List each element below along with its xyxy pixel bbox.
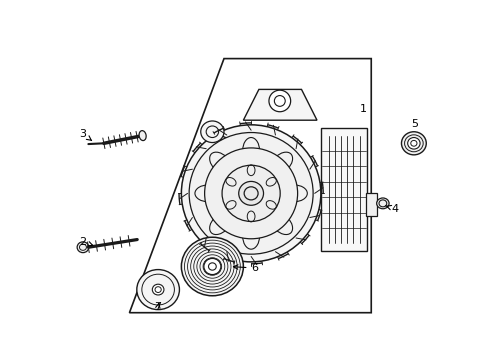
Ellipse shape — [408, 138, 420, 149]
Polygon shape — [244, 89, 317, 120]
Ellipse shape — [239, 181, 264, 205]
Polygon shape — [366, 193, 377, 216]
Text: 3: 3 — [79, 129, 92, 140]
Circle shape — [269, 90, 291, 112]
Text: 4: 4 — [386, 204, 398, 214]
Text: 1: 1 — [360, 104, 367, 114]
Ellipse shape — [181, 125, 321, 262]
Ellipse shape — [137, 270, 179, 310]
Ellipse shape — [401, 132, 426, 155]
Text: 7: 7 — [154, 302, 162, 311]
Text: 2: 2 — [79, 237, 93, 247]
Text: 5: 5 — [411, 119, 418, 129]
Ellipse shape — [201, 121, 224, 143]
Ellipse shape — [77, 242, 89, 253]
Ellipse shape — [204, 258, 221, 275]
Text: 6: 6 — [233, 263, 259, 273]
Ellipse shape — [205, 148, 297, 239]
Ellipse shape — [139, 131, 146, 140]
Ellipse shape — [152, 284, 164, 295]
Polygon shape — [321, 128, 368, 251]
Ellipse shape — [222, 165, 280, 221]
Ellipse shape — [189, 132, 313, 254]
Ellipse shape — [181, 237, 244, 296]
Ellipse shape — [377, 198, 389, 209]
